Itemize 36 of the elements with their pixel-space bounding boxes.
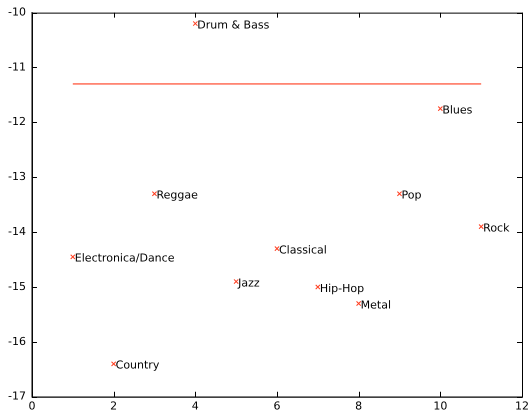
x-tick-label: 0 [28, 399, 36, 412]
annotation: Classical [278, 243, 327, 256]
point [356, 300, 362, 306]
x-tick-label: 12 [515, 399, 529, 412]
annotation: Hip-Hop [320, 282, 364, 295]
annotation: Country [116, 358, 160, 372]
point [111, 361, 116, 366]
point [152, 191, 158, 196]
point [70, 254, 76, 260]
annotation: Jazz [237, 276, 260, 290]
x-tick-label: 8 [355, 399, 362, 412]
y-tick-label: -16 [8, 334, 26, 348]
annotation: Electronica/Dance [74, 252, 175, 265]
x-tick-label: 2 [110, 399, 118, 412]
y-tick-label: -10 [8, 5, 26, 18]
annotation: Metal [360, 298, 392, 312]
y-tick-label: -17 [8, 390, 26, 403]
x-tick-label: 4 [192, 399, 199, 412]
y-tick-label: -14 [8, 225, 26, 238]
point [315, 284, 320, 290]
y-tick-label: -15 [8, 280, 26, 293]
y-tick-label: -13 [8, 170, 26, 184]
x-tick-label: 10 [433, 399, 448, 412]
point [438, 106, 443, 112]
point [274, 246, 280, 252]
x-tick-label: 6 [273, 399, 280, 412]
annotation: Pop [401, 188, 422, 202]
point [478, 224, 484, 230]
point [396, 191, 402, 196]
annotation: Reggae [156, 188, 198, 202]
y-tick-label: -12 [8, 115, 26, 128]
y-tick-label: -11 [8, 60, 26, 74]
annotation: Drum & Bass [197, 18, 270, 32]
point [192, 20, 198, 26]
annotation: Blues [442, 104, 473, 117]
annotation: Rock [483, 222, 510, 235]
